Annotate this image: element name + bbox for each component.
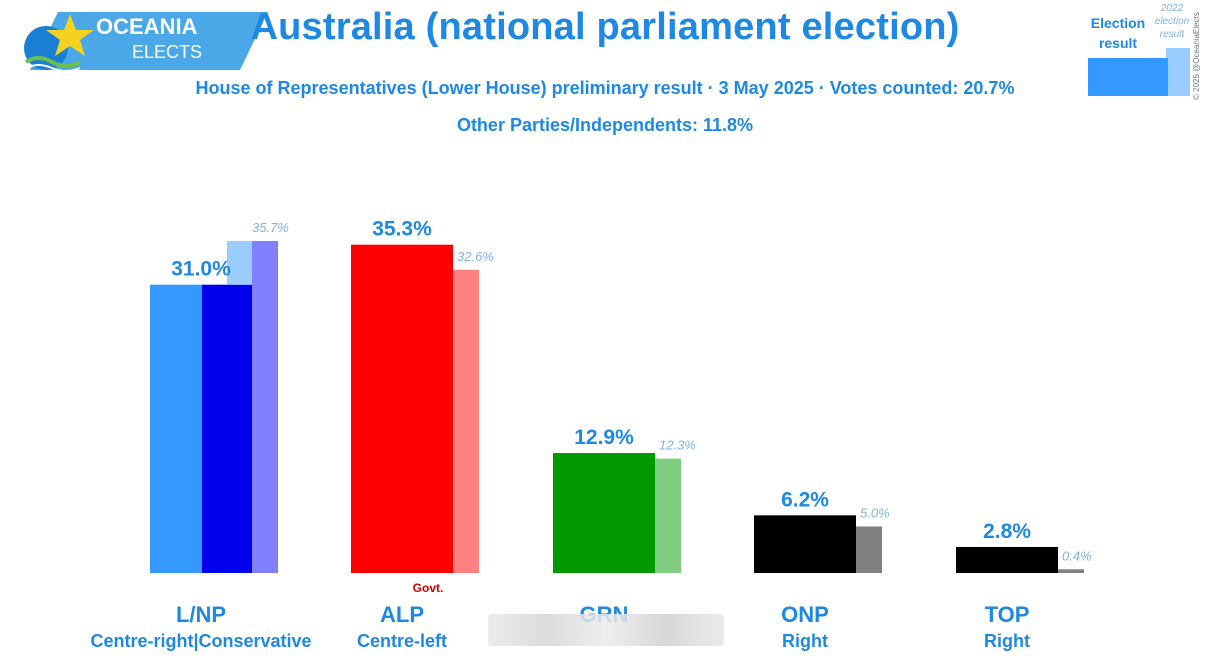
legend-swatches: [1088, 48, 1190, 96]
prev-value-label-onp: 5.0%: [860, 506, 890, 521]
subcategory-label-alp: Centre-left: [357, 631, 447, 651]
bar-grn-previous: [655, 458, 681, 573]
bar-top-previous: [1058, 569, 1084, 573]
value-label-top: 2.8%: [983, 520, 1031, 543]
bar-lnp-prev-liberal: [227, 240, 252, 285]
subcategory-label-top: Right: [984, 631, 1030, 651]
value-label-onp: 6.2%: [781, 488, 829, 511]
value-label-grn: 12.9%: [574, 426, 634, 449]
bar-lnp-national: [202, 284, 252, 573]
bar-alp-previous: [453, 269, 479, 573]
subcategory-label-onp: Right: [782, 631, 828, 651]
category-label-onp: ONP: [781, 602, 829, 627]
bar-alp-current: [351, 244, 453, 573]
value-label-alp: 35.3%: [372, 218, 432, 241]
chart-title: Australia (national parliament election): [250, 6, 960, 48]
legend-previous-label: 2022 election result: [1154, 3, 1190, 40]
bar-grn-current: [553, 453, 655, 573]
chart-subtitle: House of Representatives (Lower House) p…: [195, 78, 1015, 98]
prev-value-label-top: 0.4%: [1062, 548, 1092, 563]
prev-value-label-grn: 12.3%: [659, 438, 696, 453]
govt-annotation: Govt.: [413, 581, 444, 595]
blurred-overlay: [488, 614, 724, 646]
logo-text-elects: ELECTS: [132, 42, 203, 62]
category-label-top: TOP: [985, 602, 1030, 627]
subcategory-label-lnp: Centre-right|Conservative: [90, 631, 311, 651]
bar-lnp-prev-national: [252, 240, 278, 574]
category-label-alp: ALP: [380, 602, 424, 627]
category-label-lnp: L/NP: [176, 602, 226, 627]
bar-top-current: [956, 546, 1058, 573]
prev-value-label-lnp: 35.7%: [252, 220, 289, 235]
bar-lnp-liberal: [150, 284, 202, 573]
value-label-lnp: 31.0%: [171, 258, 231, 281]
others-share: Other Parties/Independents: 11.8%: [456, 115, 754, 135]
legend-current-label: Election result: [1090, 15, 1146, 51]
logo-text-oceania: OCEANIA: [96, 14, 198, 39]
bar-onp-previous: [856, 526, 882, 573]
oceania-elects-logo: [24, 12, 268, 72]
bar-onp-current: [754, 515, 856, 573]
prev-value-label-alp: 32.6%: [457, 249, 494, 264]
